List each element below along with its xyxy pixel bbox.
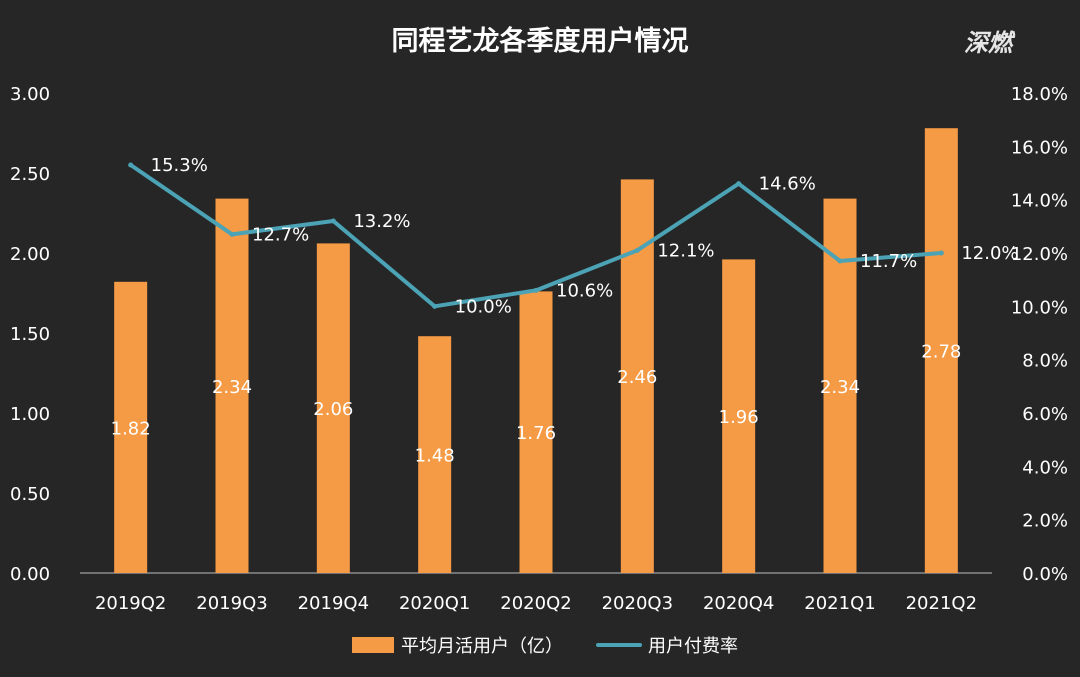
x-axis-tick-label: 2019Q3 — [196, 593, 267, 614]
line-value-label: 12.0% — [961, 243, 1018, 264]
x-axis-tick-label: 2021Q2 — [906, 593, 977, 614]
y2-axis-tick-label: 8.0% — [1022, 351, 1068, 372]
y2-axis-tick-label: 16.0% — [1011, 137, 1068, 158]
x-axis-tick-label: 2019Q2 — [95, 593, 166, 614]
bar-value-label: 2.34 — [212, 377, 252, 398]
bar-value-label: 1.76 — [516, 423, 556, 444]
x-axis-tick-label: 2020Q2 — [500, 593, 571, 614]
data-labels-layer: 1.82 2.34 2.06 1.48 1.76 2.46 1.96 2.34 2.78 15.3… — [111, 155, 1019, 467]
bar-value-label: 2.34 — [820, 377, 860, 398]
y-axis-tick-label: 1.00 — [10, 404, 50, 425]
y-axis-tick-label: 2.50 — [10, 164, 50, 185]
y-axis-tick-label: 3.00 — [10, 84, 50, 105]
bar-value-label: 1.96 — [719, 407, 759, 428]
y-axis-tick-label: 1.50 — [10, 324, 50, 345]
line-value-label: 15.3% — [151, 155, 208, 176]
legend: 平均月活用户（亿） 用户付费率 — [352, 636, 738, 657]
chart-title: 同程艺龙各季度用户情况 — [392, 25, 689, 57]
y2-axis-tick-label: 0.0% — [1022, 564, 1068, 585]
watermark-logo: 深燃 — [964, 29, 1016, 57]
bar-2020Q2 — [519, 291, 553, 573]
line-layer — [128, 162, 944, 309]
bar-value-label: 2.06 — [313, 399, 353, 420]
line-point-2021Q1 — [837, 258, 843, 264]
line-point-2019Q2 — [128, 162, 134, 168]
y2-axis-tick-label: 14.0% — [1011, 191, 1068, 212]
bar-2019Q2 — [114, 281, 148, 573]
line-point-2019Q4 — [330, 218, 336, 224]
line-value-label: 13.2% — [353, 211, 410, 232]
line-value-label: 12.7% — [252, 224, 309, 245]
bars-layer — [114, 128, 958, 573]
x-axis-tick-label: 2019Q4 — [298, 593, 369, 614]
y2-axis-tick-label: 10.0% — [1011, 297, 1068, 318]
axes-layer: 0.00 0.50 1.00 1.50 2.00 2.50 3.00 0.0% 2.0% 4.0%… — [10, 84, 1068, 614]
legend-bar-label: 平均月活用户（亿） — [401, 636, 563, 657]
x-axis-tick-label: 2021Q1 — [804, 593, 875, 614]
line-point-2021Q2 — [938, 250, 944, 256]
line-value-label: 14.6% — [759, 174, 816, 195]
legend-bar-swatch — [352, 637, 394, 653]
y2-axis-tick-label: 12.0% — [1011, 244, 1068, 265]
y-axis-tick-label: 0.50 — [10, 484, 50, 505]
y-axis-tick-label: 0.00 — [10, 564, 50, 585]
x-axis-tick-label: 2020Q3 — [602, 593, 673, 614]
y2-axis-tick-label: 18.0% — [1011, 84, 1068, 105]
y-axis-tick-label: 2.00 — [10, 244, 50, 265]
line-point-2020Q2 — [533, 287, 539, 293]
y2-axis-tick-label: 2.0% — [1022, 511, 1068, 532]
bar-2021Q2 — [924, 128, 958, 573]
y2-axis-tick-label: 6.0% — [1022, 404, 1068, 425]
y2-axis-tick-label: 4.0% — [1022, 457, 1068, 478]
legend-line-label: 用户付费率 — [648, 636, 738, 657]
line-value-label: 10.0% — [455, 296, 512, 317]
bar-2020Q1 — [418, 336, 452, 573]
bar-2019Q4 — [316, 243, 350, 573]
line-point-2020Q1 — [432, 303, 438, 309]
line-point-2020Q4 — [736, 181, 742, 187]
line-value-label: 10.6% — [556, 280, 613, 301]
x-axis-tick-label: 2020Q4 — [703, 593, 774, 614]
line-point-2020Q3 — [634, 247, 640, 253]
line-value-label: 11.7% — [860, 251, 917, 272]
bar-value-label: 2.78 — [921, 342, 961, 363]
bar-value-label: 2.46 — [617, 367, 657, 388]
x-axis-tick-label: 2020Q1 — [399, 593, 470, 614]
bar-value-label: 1.82 — [111, 418, 151, 439]
bar-2019Q3 — [215, 198, 249, 573]
line-value-label: 12.1% — [657, 240, 714, 261]
bar-value-label: 1.48 — [415, 446, 455, 467]
bar-2020Q4 — [722, 259, 756, 573]
line-point-2019Q3 — [229, 231, 235, 237]
